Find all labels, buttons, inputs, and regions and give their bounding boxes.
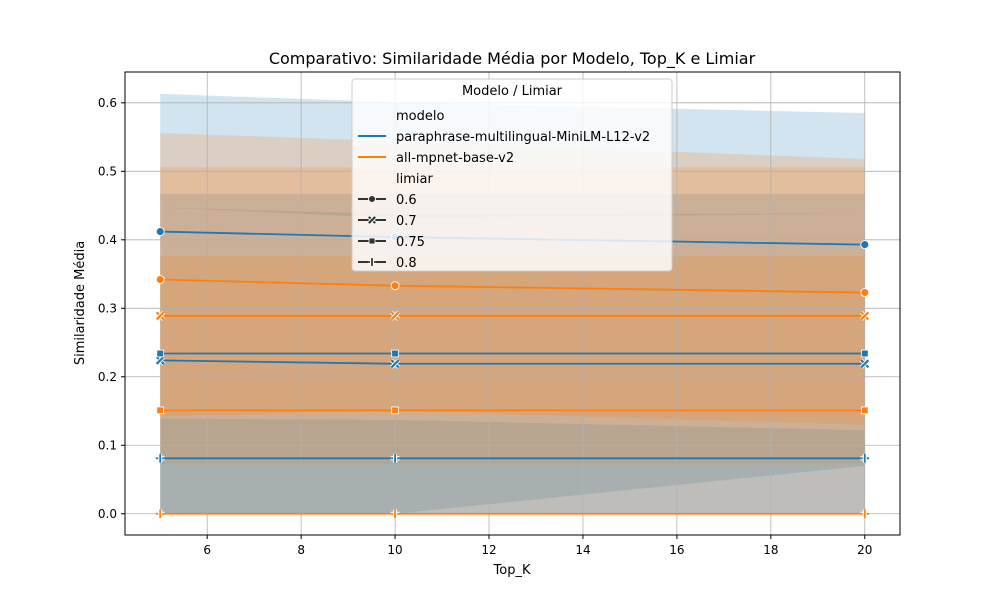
data-point-s6-2: [390, 310, 401, 321]
legend: Modelo / Limiar modelo paraphrase-multilin…: [351, 78, 673, 272]
data-point-s8-1: [155, 509, 165, 519]
legend-label: 0.6: [396, 193, 417, 208]
data-point-s7-3: [860, 406, 869, 415]
legend-marker: [368, 195, 376, 203]
data-point-s5-1: [155, 275, 165, 284]
y-tick-label: 0.1: [98, 438, 117, 452]
data-point-s3-2: [391, 349, 399, 358]
data-point-s1-3: [860, 240, 870, 250]
legend-item-6: 0.7: [358, 214, 417, 229]
chart-title: Comparativo: Similaridade Média por Mode…: [269, 49, 756, 69]
data-point-s2-1: [155, 355, 166, 366]
data-point-s4-2: [390, 453, 400, 463]
x-axis: 6 8 10 12 14 16 18 20: [203, 535, 872, 557]
y-tick-label: 0.2: [98, 370, 117, 384]
data-point-s2-2: [390, 358, 401, 369]
x-tick-label: 8: [297, 543, 305, 557]
data-point-s8-2: [390, 509, 400, 519]
data-point-s8-3: [860, 509, 870, 519]
legend-item-2: paraphrase-multilingual-MiniLM-L12-v2: [358, 130, 650, 145]
data-point-s4-1: [155, 453, 165, 463]
y-tick-label: 0.4: [98, 233, 117, 247]
legend-item-1: modelo: [396, 109, 444, 124]
y-tick-label: 0.5: [98, 164, 117, 178]
legend-item-8: 0.8: [358, 256, 417, 271]
legend-label: modelo: [396, 109, 444, 124]
legend-label: paraphrase-multilingual-MiniLM-L12-v2: [396, 130, 650, 145]
x-tick-label: 10: [387, 543, 402, 557]
y-tick-label: 0.0: [98, 507, 117, 521]
y-axis-label: Similaridade Média: [73, 241, 88, 365]
legend-box: [351, 78, 673, 272]
data-point-s3-3: [860, 349, 869, 358]
x-tick-label: 18: [763, 543, 778, 557]
legend-marker: [368, 237, 376, 245]
y-axis: 0.0 0.1 0.2 0.3 0.4 0.5 0.6: [98, 96, 125, 521]
data-point-s6-3: [859, 310, 870, 321]
axes-border: [124, 71, 901, 536]
data-point-s7-1: [156, 406, 165, 415]
legend-item-7: 0.75: [358, 235, 425, 250]
ci-band-5: [160, 132, 865, 425]
series-markers: [155, 227, 870, 519]
data-point-s5-2: [390, 281, 400, 291]
x-tick-label: 20: [857, 543, 872, 557]
y-tick-label: 0.6: [98, 96, 117, 110]
legend-label: limiar: [396, 172, 433, 187]
legend-item-5: 0.6: [358, 193, 417, 208]
legend-label: all-mpnet-base-v2: [396, 151, 514, 166]
legend-label: 0.7: [396, 214, 417, 229]
legend-item-4: limiar: [396, 172, 433, 187]
data-point-s7-2: [391, 406, 399, 415]
data-point-s5-3: [860, 288, 870, 297]
legend-marker: [368, 258, 376, 266]
legend-item-3: all-mpnet-base-v2: [358, 151, 514, 166]
ci-band-7: [160, 256, 865, 514]
legend-title: Modelo / Limiar: [462, 84, 563, 99]
data-point-s6-1: [155, 310, 166, 321]
x-tick-label: 14: [575, 543, 590, 557]
legend-label: 0.8: [396, 256, 417, 271]
x-tick-label: 16: [669, 543, 684, 557]
axes-frame: [124, 71, 901, 536]
data-point-s4-3: [860, 453, 870, 463]
ci-band-4: [160, 418, 865, 514]
x-axis-label: Top_K: [493, 563, 531, 578]
legend-marker: [367, 215, 377, 225]
legend-label: 0.75: [396, 235, 425, 250]
data-point-s2-3: [859, 358, 870, 369]
data-point-s1-1: [155, 227, 165, 237]
y-tick-label: 0.3: [98, 301, 117, 315]
x-tick-label: 6: [203, 543, 211, 557]
x-tick-label: 12: [481, 543, 496, 557]
data-point-s3-1: [156, 349, 165, 358]
